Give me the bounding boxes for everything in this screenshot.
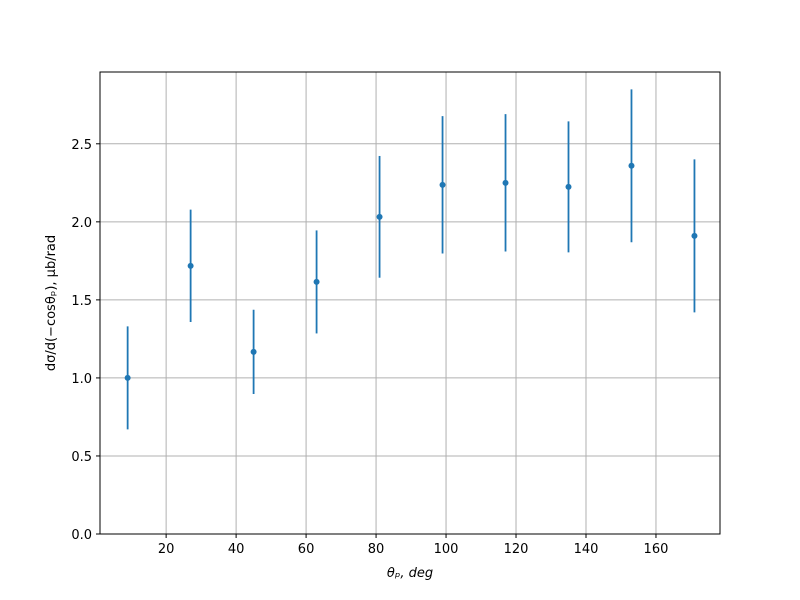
data-point — [439, 181, 446, 188]
y-tick-label: 1.5 — [71, 294, 92, 309]
x-tick-label: 100 — [434, 542, 459, 557]
data-point — [628, 162, 635, 169]
x-tick-label: 60 — [298, 542, 315, 557]
y-tick-label: 0.0 — [71, 528, 92, 543]
data-point — [187, 262, 194, 269]
x-tick-label: 140 — [574, 542, 599, 557]
x-tick-label: 80 — [368, 542, 385, 557]
y-tick-label: 2.0 — [71, 216, 92, 231]
y-tick-label: 2.5 — [71, 138, 92, 153]
data-point — [691, 232, 698, 239]
data-point — [313, 278, 320, 285]
y-tick-label: 0.5 — [71, 450, 92, 465]
data-point — [502, 179, 509, 186]
y-axis-label: dσ/d(−cosθₚ), μb/rad — [44, 235, 59, 371]
plot-frame — [99, 71, 721, 535]
x-tick-label: 160 — [644, 542, 669, 557]
x-tick-label: 20 — [158, 542, 175, 557]
y-tick-label: 1.0 — [71, 372, 92, 387]
data-point — [250, 348, 257, 355]
x-tick-label: 40 — [228, 542, 245, 557]
data-point — [124, 374, 131, 381]
x-tick-label: 120 — [504, 542, 529, 557]
data-point — [565, 183, 572, 190]
data-point — [376, 213, 383, 220]
x-axis-label: θₚ, deg — [387, 566, 433, 581]
